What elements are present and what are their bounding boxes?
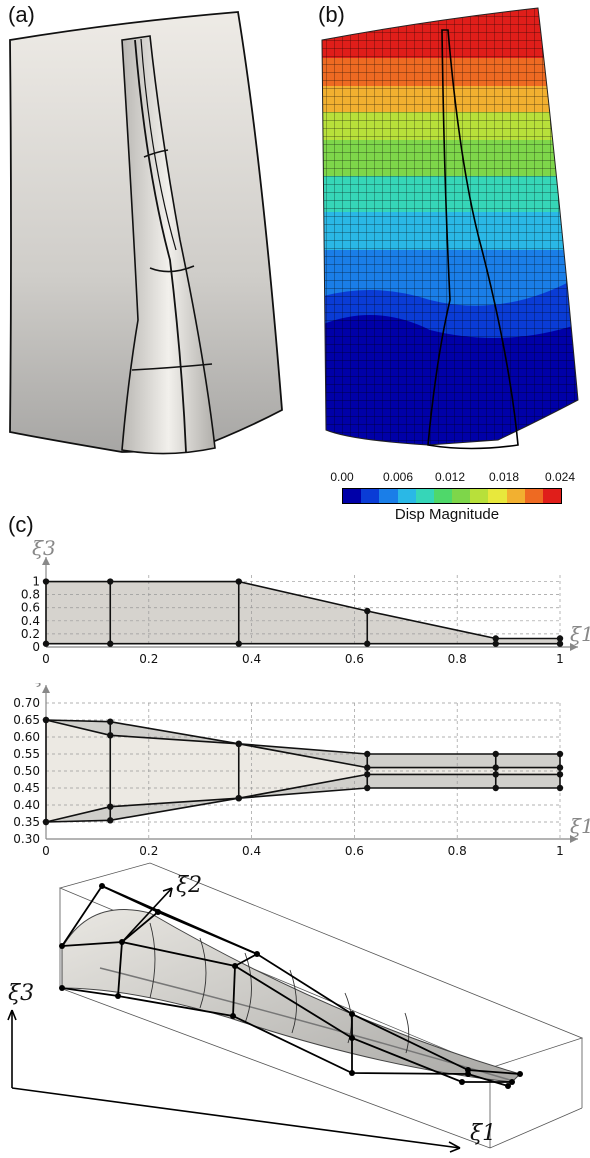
y-tick-label: 0.40 (13, 798, 40, 812)
control-points (59, 883, 523, 1089)
colorbar-tick: 0.00 (330, 470, 354, 484)
colorbar: 0.00 0.006 0.012 0.018 0.024 Disp Magnit… (312, 470, 582, 530)
y-tick-label: 1 (32, 575, 40, 589)
x-tick-label: 0.6 (345, 652, 364, 666)
panel-label-b: (b) (318, 2, 345, 27)
colorbar-tick-labels: 0.00 0.006 0.012 0.018 0.024 (312, 470, 582, 486)
x-axis-arrow (570, 643, 578, 651)
x-tick-label: 0 (42, 844, 50, 858)
colorbar-segment (488, 489, 507, 503)
y-axis-label: ξ3 (32, 536, 56, 560)
panel-label-c: (c) (8, 512, 34, 537)
x-tick-label: 0.2 (139, 652, 158, 666)
series-line (46, 580, 560, 640)
iso-axis-label-xi1: ξ1 (470, 1121, 496, 1146)
y-tick-label: 0.2 (21, 627, 40, 641)
control-point (235, 740, 242, 747)
panel-label-a: (a) (8, 2, 35, 27)
y-tick-label: 0.6 (21, 601, 40, 615)
x-tick-label: 0.8 (448, 652, 467, 666)
colorbar-segment (433, 489, 453, 503)
y-tick-label: 0.4 (21, 614, 40, 628)
colorbar-segment (452, 489, 471, 503)
colorbar-segment (343, 489, 362, 503)
series-line (45, 787, 560, 823)
region-fill (46, 581, 560, 644)
y-tick-label: 0.60 (13, 730, 40, 744)
colorbar-tick: 0.006 (382, 470, 414, 484)
control-point (492, 640, 499, 647)
y-tick-label: 0.55 (13, 747, 40, 761)
x-tick-label: 0 (42, 652, 50, 666)
colorbar-segment (470, 489, 489, 503)
iso-axis-label-xi3: ξ3 (8, 981, 34, 1006)
bounding-box (58, 862, 584, 1149)
y-tick-label: 0 (32, 640, 40, 654)
y-tick-label: 0.65 (13, 713, 40, 727)
x-tick-label: 0.2 (139, 844, 158, 858)
x-tick-label: 0.8 (448, 844, 467, 858)
colorbar-strip (342, 488, 562, 504)
colorbar-tick: 0.024 (544, 470, 576, 484)
region-fill (46, 720, 560, 822)
y-tick-label: 0.30 (13, 832, 40, 846)
y-axis-arrow (42, 557, 50, 565)
y-axis-label: ξ2 (32, 683, 56, 688)
series-line (45, 719, 560, 755)
colorbar-segment (379, 489, 398, 503)
y-tick-label: 0.8 (21, 588, 40, 602)
series-line (45, 719, 560, 769)
colorbar-segment (415, 489, 434, 503)
x-tick-label: 0.4 (242, 844, 261, 858)
chart-xi2: 0 0.2 0.4 0.6 0.8 1 0.30 0.35 0.40 0.45 0.50 0.55 0.… (13, 683, 590, 858)
x-tick-label: 0.4 (242, 652, 261, 666)
y-tick-label: 0.35 (13, 815, 40, 829)
displacement-contour-figure (321, 7, 579, 450)
series-line (45, 773, 560, 823)
y-tick-label: 0.45 (13, 781, 40, 795)
y-axis-arrow (42, 685, 50, 693)
control-point (556, 640, 564, 647)
colorbar-segment (397, 489, 416, 503)
stiffener-surface (121, 35, 216, 455)
x-axis-arrow (570, 835, 578, 843)
control-point (235, 640, 242, 647)
colorbar-segment (361, 489, 380, 503)
iso-axis-label-xi2: ξ2 (176, 873, 202, 898)
x-tick-label: 1 (556, 844, 564, 858)
control-point (107, 640, 114, 647)
iso-axes (7, 887, 461, 1153)
x-tick-label: 1 (556, 652, 564, 666)
control-point (42, 640, 50, 647)
y-tick-label: 0.50 (13, 764, 40, 778)
y-tick-label: 0.70 (13, 696, 40, 710)
colorbar-segment (542, 489, 562, 503)
control-point (235, 795, 242, 802)
x-axis-label: ξ1 (570, 622, 590, 646)
blade-geometry-figure (9, 11, 283, 455)
colorbar-segment (524, 489, 543, 503)
colorbar-tick: 0.012 (434, 470, 466, 484)
control-point (364, 640, 371, 647)
isometric-parameter-view: ξ3 ξ2 ξ1 (7, 862, 584, 1153)
colorbar-segment (506, 489, 525, 503)
x-axis-label: ξ1 (570, 814, 590, 838)
colorbar-title: Disp Magnitude (394, 506, 500, 523)
colorbar-tick: 0.018 (488, 470, 520, 484)
x-tick-label: 0.6 (345, 844, 364, 858)
